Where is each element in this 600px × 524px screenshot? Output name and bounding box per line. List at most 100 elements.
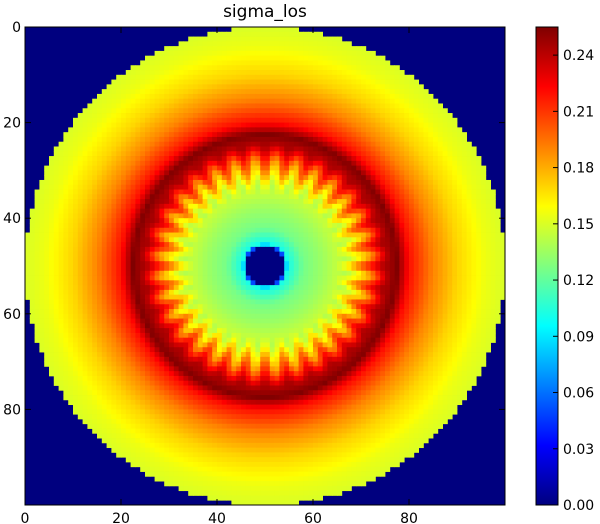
heatmap-cell — [303, 89, 309, 95]
heatmap-cell — [106, 141, 112, 147]
heatmap-cell — [178, 170, 184, 176]
heatmap-cell — [356, 98, 362, 104]
heatmap-cell — [337, 175, 343, 181]
heatmap-cell — [135, 227, 141, 233]
heatmap-cell — [389, 232, 395, 238]
heatmap-cell — [241, 74, 247, 80]
heatmap-cell — [361, 275, 367, 281]
heatmap-cell — [159, 151, 165, 157]
heatmap-cell — [399, 304, 405, 310]
heatmap-cell — [495, 246, 501, 253]
heatmap-cell — [101, 93, 107, 100]
heatmap-cell — [361, 237, 367, 243]
heatmap-cell — [447, 127, 453, 133]
heatmap-cell — [197, 50, 203, 57]
heatmap-cell — [193, 199, 199, 205]
heatmap-cell — [394, 160, 400, 167]
heatmap-cell — [226, 31, 232, 37]
heatmap-cell — [145, 208, 151, 214]
heatmap-cell — [63, 136, 69, 143]
heatmap-cell — [461, 304, 467, 310]
heatmap-cell — [313, 132, 319, 138]
heatmap-cell — [92, 203, 98, 210]
heatmap-cell — [188, 270, 194, 276]
heatmap-cell — [298, 70, 304, 76]
heatmap-cell — [68, 289, 74, 296]
heatmap-cell — [197, 309, 203, 315]
heatmap-cell — [322, 266, 328, 272]
heatmap-cell — [154, 246, 160, 253]
heatmap-cell — [77, 122, 83, 128]
heatmap-cell — [293, 256, 299, 262]
heatmap-cell — [77, 151, 83, 157]
heatmap-cell — [173, 179, 179, 186]
heatmap-cell — [428, 108, 434, 114]
heatmap-cell — [356, 299, 362, 305]
heatmap-cell — [231, 84, 237, 90]
heatmap-cell — [207, 294, 213, 300]
heatmap-cell — [361, 189, 367, 195]
heatmap-cell — [140, 294, 146, 300]
heatmap-cell — [313, 266, 319, 272]
heatmap-cell — [221, 113, 227, 119]
heatmap-cell — [375, 256, 381, 262]
heatmap-cell — [346, 93, 352, 100]
heatmap-cell — [135, 98, 141, 104]
heatmap-cell — [317, 36, 323, 42]
heatmap-cell — [433, 103, 439, 109]
heatmap-cell — [279, 74, 285, 80]
heatmap-cell — [255, 251, 261, 257]
heatmap-cell — [130, 165, 136, 171]
heatmap-cell — [97, 175, 103, 181]
heatmap-cell — [193, 313, 199, 319]
heatmap-cell — [245, 189, 251, 195]
heatmap-cell — [447, 256, 453, 262]
heatmap-cell — [279, 46, 285, 52]
heatmap-cell — [231, 246, 237, 253]
heatmap-cell — [183, 203, 189, 210]
heatmap-cell — [356, 280, 362, 286]
heatmap-cell — [298, 93, 304, 100]
heatmap-cell — [361, 251, 367, 257]
heatmap-cell — [154, 84, 160, 90]
heatmap-cell — [428, 304, 434, 310]
heatmap-cell — [346, 199, 352, 205]
heatmap-cell — [245, 31, 251, 37]
heatmap-cell — [332, 299, 338, 305]
heatmap-cell — [250, 74, 256, 80]
heatmap-cell — [428, 242, 434, 248]
heatmap-cell — [404, 113, 410, 119]
heatmap-cell — [322, 93, 328, 100]
heatmap-cell — [404, 122, 410, 128]
heatmap-cell — [217, 256, 223, 262]
heatmap-cell — [140, 175, 146, 181]
heatmap-cell — [111, 242, 117, 248]
heatmap-cell — [188, 160, 194, 167]
heatmap-cell — [149, 203, 155, 210]
heatmap-cell — [197, 132, 203, 138]
heatmap-cell — [380, 203, 386, 210]
heatmap-cell — [68, 270, 74, 276]
heatmap-cell — [490, 270, 496, 276]
heatmap-cell — [82, 275, 88, 281]
heatmap-cell — [87, 117, 93, 123]
heatmap-cell — [399, 203, 405, 210]
heatmap-cell — [471, 160, 477, 167]
heatmap-cell — [365, 141, 371, 147]
heatmap-cell — [193, 55, 199, 61]
heatmap-cell — [39, 275, 45, 281]
heatmap-cell — [418, 275, 424, 281]
heatmap-cell — [370, 237, 376, 243]
heatmap-cell — [428, 146, 434, 152]
heatmap-cell — [197, 227, 203, 233]
heatmap-cell — [490, 189, 496, 195]
heatmap-cell — [380, 261, 386, 267]
heatmap-cell — [221, 103, 227, 109]
heatmap-cell — [68, 189, 74, 195]
heatmap-cell — [303, 146, 309, 152]
heatmap-cell — [101, 160, 107, 167]
heatmap-cell — [447, 208, 453, 214]
heatmap-cell — [269, 46, 275, 52]
heatmap-cell — [413, 165, 419, 171]
heatmap-cell — [404, 309, 410, 315]
